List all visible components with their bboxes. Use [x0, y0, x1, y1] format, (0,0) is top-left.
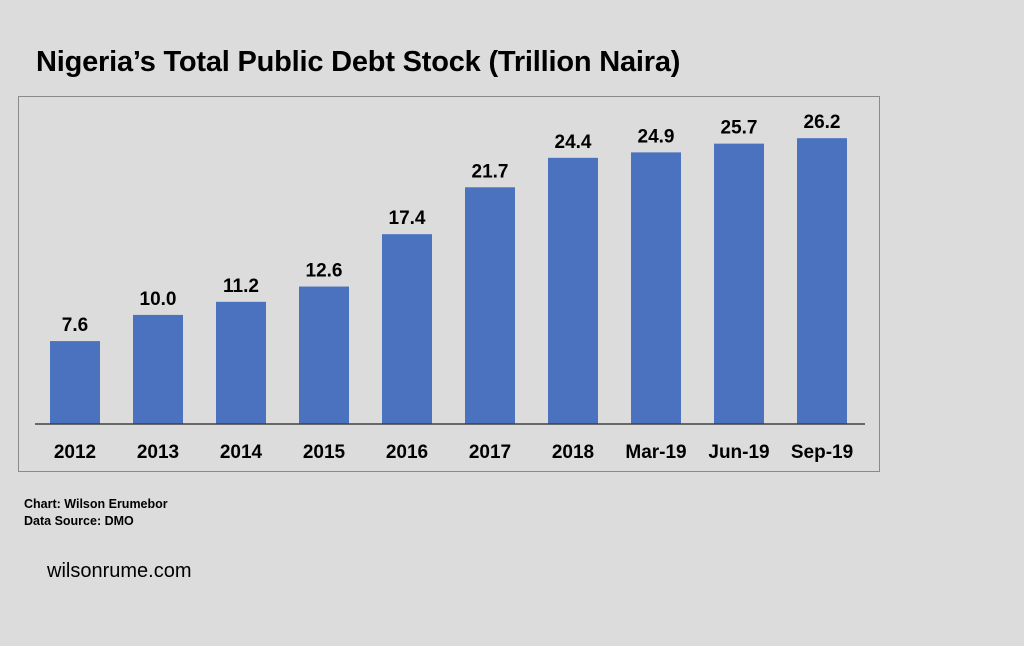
category-label: 2015	[303, 442, 346, 463]
value-label: 17.4	[389, 208, 426, 229]
bar-2015	[299, 286, 349, 424]
bar-sep-19	[797, 138, 847, 424]
website-url: wilsonrume.com	[47, 560, 192, 582]
bar-2013	[133, 314, 183, 424]
value-label: 11.2	[223, 276, 259, 297]
bar-2018	[548, 157, 598, 424]
bar-mar-19	[631, 152, 681, 424]
data-source: Data Source: DMO	[24, 514, 134, 528]
bar-2012	[50, 341, 100, 424]
chart-title: Nigeria’s Total Public Debt Stock (Trill…	[36, 46, 681, 78]
chart-credit: Chart: Wilson Erumebor	[24, 497, 168, 511]
category-label: 2018	[552, 442, 594, 463]
category-label: 2017	[469, 442, 511, 463]
bar-chart: 7.610.011.212.617.421.724.4 24.9 25.7 26.2 …	[35, 112, 865, 463]
value-label: 26.2	[804, 112, 841, 133]
chart-area: 7.6 10.0 11.2 12.6 17.4 21.7 24.4 24.9 25.7 26.2 …	[18, 96, 880, 472]
bar-2016	[382, 234, 432, 424]
value-label: 12.6	[306, 261, 343, 282]
bar-jun-19	[714, 143, 764, 425]
category-label: 2013	[137, 442, 179, 463]
category-label: 2016	[386, 442, 428, 463]
category-label: Mar-19	[625, 442, 686, 463]
category-label: 2014	[220, 442, 263, 463]
value-label: 25.7	[721, 118, 758, 139]
category-label: Jun-19	[708, 442, 769, 463]
value-label: 24.4	[555, 132, 592, 153]
bar-2014	[216, 301, 266, 424]
value-label: 7.6	[62, 315, 88, 336]
value-label: 21.7	[472, 161, 509, 182]
value-label: 10.0	[140, 289, 177, 310]
bars-layer	[50, 138, 847, 425]
value-label: 24.9	[638, 126, 675, 147]
category-label: Sep-19	[791, 442, 853, 463]
category-label: 2012	[54, 442, 96, 463]
value-labels-layer: 7.6 10.0 11.2 12.6 17.4 21.7 24.4 24.9 25.7 26.2	[62, 112, 841, 336]
category-labels-layer: 2012 2013 2014 2015 2016 2017 2018 Mar-19 Jun-19…	[54, 442, 853, 463]
bar-2017	[465, 187, 515, 424]
